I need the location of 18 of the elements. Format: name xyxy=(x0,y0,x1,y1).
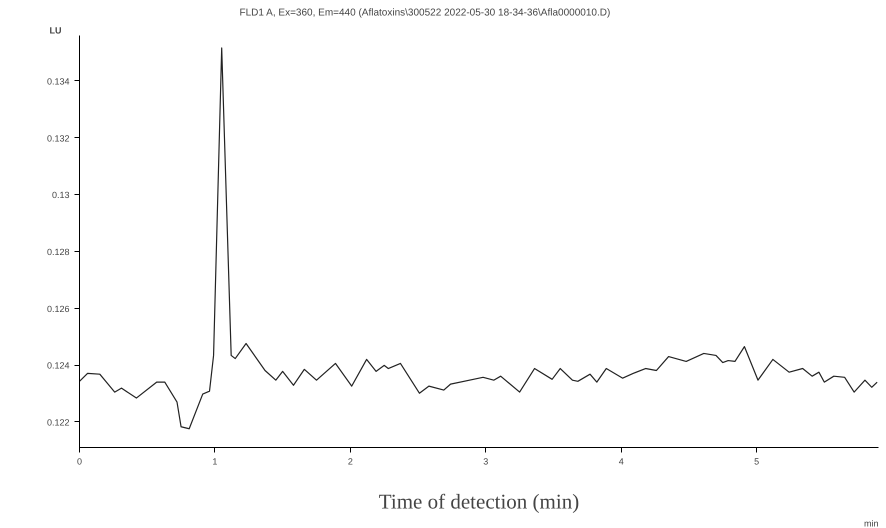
x-tick-label: 3 xyxy=(483,456,488,466)
y-tick-label: 0.128 xyxy=(46,246,70,257)
y-tick-label: 0.134 xyxy=(46,76,70,86)
y-tick-label: 0.124 xyxy=(46,360,70,371)
y-tick-label: 0.13 xyxy=(52,190,70,200)
y-tick-label: 0.122 xyxy=(46,417,70,428)
x-tick-label: 5 xyxy=(754,456,760,466)
y-axis-title: LU xyxy=(50,26,62,36)
line-series xyxy=(80,47,878,430)
x-tick-label: 1 xyxy=(212,456,218,466)
chart-title: FLD1 A, Ex=360, Em=440 (Aflatoxins\300522 2022-05-30 18-34-36\Afla0000010.D) xyxy=(240,8,610,18)
x-tick-label: 2 xyxy=(348,456,353,466)
text: min xyxy=(864,518,879,528)
y-tick-label: 0.132 xyxy=(46,133,70,144)
x-axis-title: Time of detection (min) xyxy=(378,490,580,514)
x-tick-label: 0 xyxy=(76,456,82,466)
x-tick-label: 4 xyxy=(618,456,624,466)
y-tick-label: 0.126 xyxy=(46,304,70,314)
